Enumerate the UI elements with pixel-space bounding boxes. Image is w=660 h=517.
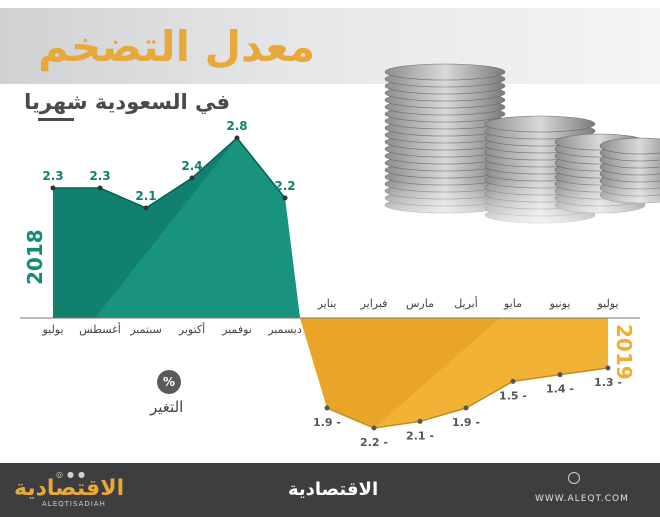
percent-icon: % — [157, 370, 181, 394]
month-label-2019: أبريل — [454, 296, 478, 310]
area-2018-highlight — [95, 138, 300, 318]
value-label-2019: 2.1 - — [406, 429, 434, 442]
value-label-2019: 1.9 - — [452, 416, 480, 429]
value-label-2018: 2.3 — [89, 169, 110, 183]
area-2019-highlight — [300, 318, 500, 429]
point-2018 — [97, 185, 103, 191]
point-2019 — [605, 365, 611, 371]
year-label-2018: 2018 — [23, 229, 47, 285]
month-label-2019: يناير — [317, 297, 337, 310]
footer-center-logo: الاقتصادية — [288, 479, 379, 500]
month-label-2019: يونيو — [549, 297, 571, 310]
footer-logo: الاقتصادية — [14, 476, 125, 501]
value-label-2019: 1.5 - — [499, 389, 527, 402]
month-label-2018: يوليو — [41, 323, 63, 336]
point-2019 — [371, 425, 377, 431]
month-label-2018: أغسطس — [79, 322, 121, 336]
month-label-2018: أكتوبر — [178, 322, 205, 336]
month-label-2018: سبتمبر — [129, 323, 162, 336]
globe-icon — [568, 472, 580, 484]
month-label-2019: يوليو — [596, 297, 618, 310]
point-2019 — [557, 372, 563, 378]
value-label-2019: 1.9 - — [313, 416, 341, 429]
point-2018 — [50, 185, 56, 191]
value-label-2019: 2.2 - — [360, 436, 388, 449]
point-2018 — [282, 195, 288, 201]
inflation-chart: 2.3 يوليو 2.3 أغسطس 2.1 سبتمبر 2.4 أكتوبر 2.8 نوف… — [20, 63, 660, 449]
month-label-2019: فبراير — [360, 297, 388, 310]
point-2019 — [417, 418, 423, 424]
month-label-2019: مايو — [503, 297, 522, 310]
footer-bar — [0, 463, 660, 517]
page-title: معدل التضخم — [38, 22, 315, 71]
year-label-2019: 2019 — [612, 324, 636, 380]
value-label-2019: 1.4 - — [546, 383, 574, 396]
value-label-2018: 2.3 — [42, 169, 63, 183]
value-label-2018: 2.1 — [135, 189, 156, 203]
month-label-2019: مارس — [406, 297, 434, 310]
subtitle-underline — [38, 118, 74, 121]
value-label-2018: 2.8 — [226, 119, 247, 133]
month-label-2018: نوفمبر — [221, 323, 252, 336]
footer-logo-sub: ALEQTISADIAH — [42, 500, 106, 508]
value-label-2018: 2.2 — [274, 179, 295, 193]
point-2019 — [463, 405, 469, 411]
coin — [599, 137, 660, 155]
point-2019 — [324, 405, 330, 411]
page-subtitle: في السعودية شهريا — [24, 90, 230, 114]
title-band — [0, 8, 660, 84]
point-2018 — [234, 135, 240, 141]
value-label-2019: 1.3 - — [594, 376, 622, 389]
point-2018 — [189, 175, 195, 181]
point-2019 — [510, 378, 516, 384]
change-label: التغير — [150, 398, 184, 416]
point-2018 — [143, 205, 149, 211]
coin — [484, 115, 596, 133]
value-label-2018: 2.4 — [181, 159, 202, 173]
social-icons: ◎●● — [56, 470, 89, 479]
footer-website[interactable]: WWW.ALEQT.COM — [535, 494, 629, 504]
month-label-2018: ديسمبر — [267, 323, 302, 336]
line-2018 — [53, 136, 286, 209]
coin — [384, 63, 506, 81]
